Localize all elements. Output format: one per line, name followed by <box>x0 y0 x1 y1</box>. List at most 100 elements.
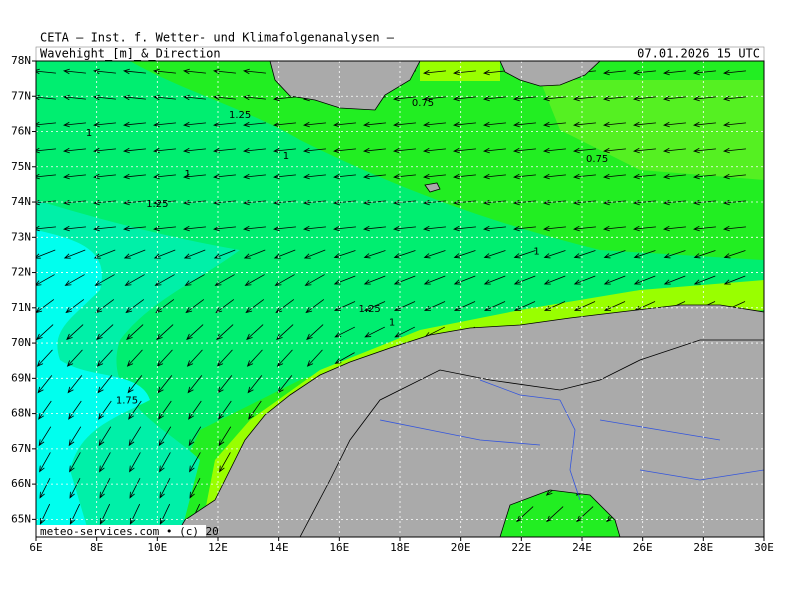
x-tick-label: 8E <box>90 541 103 554</box>
wave-arrow <box>243 68 266 75</box>
wave-arrow <box>603 173 626 180</box>
y-tick-label: 77N <box>11 89 31 102</box>
wave-arrow <box>156 324 174 341</box>
wave-arrow <box>393 275 416 285</box>
wave-arrow <box>364 326 386 338</box>
wave-arrow <box>723 95 746 102</box>
y-tick-label: 78N <box>11 54 31 67</box>
wave-arrow <box>125 299 145 314</box>
wave-arrow <box>453 250 476 259</box>
wave-arrow <box>573 121 596 128</box>
wave-arrow <box>573 95 596 102</box>
wave-arrow <box>63 199 86 206</box>
wave-arrow <box>218 400 232 420</box>
wave-arrow <box>363 275 386 285</box>
wave-band-175 <box>36 230 150 537</box>
rivers <box>379 379 764 501</box>
wave-arrow <box>99 478 111 499</box>
wave-arrow <box>186 324 204 341</box>
svalbard-east <box>499 61 601 87</box>
wave-arrow <box>123 173 146 180</box>
contour-labels: 0.75 1.25 1 0.75 1 1 1.25 1 1.25 1 1.75 <box>86 98 608 407</box>
wave-arrow <box>124 274 145 286</box>
wave-arrow <box>576 506 594 523</box>
wave-arrow <box>36 225 56 232</box>
wave-arrow <box>513 121 536 128</box>
wave-arrow <box>38 400 52 420</box>
wave-arrow <box>159 503 171 525</box>
wave-arrow <box>363 173 386 180</box>
wave-arrow <box>66 349 83 367</box>
wave-arrow <box>66 324 84 341</box>
wave-arrow <box>513 199 536 206</box>
wave-arrow <box>453 173 476 180</box>
wave-arrow <box>723 199 746 206</box>
wave-arrow <box>483 225 506 232</box>
y-tick-label: 76N <box>11 125 31 138</box>
wave-arrow <box>693 250 716 259</box>
wave-arrow <box>363 147 386 154</box>
wave-arrow <box>513 95 536 102</box>
bear-island <box>424 182 441 193</box>
wave-arrow <box>633 275 656 285</box>
wave-arrow <box>67 375 83 394</box>
wave-arrow <box>36 274 55 286</box>
y-tick-label: 67N <box>11 442 31 455</box>
wave-arrow <box>333 147 356 154</box>
wave-arrow <box>213 225 236 232</box>
wave-arrow <box>188 426 202 447</box>
wave-arrow <box>273 121 296 128</box>
wave-arrow <box>123 94 146 101</box>
y-tick-label: 68N <box>11 407 31 420</box>
wave-arrow <box>123 147 146 154</box>
x-tick-label: 28E <box>693 541 713 554</box>
wave-arrow <box>603 121 626 128</box>
wave-arrow <box>183 173 206 180</box>
svalbard <box>269 61 421 111</box>
wave-arrow <box>183 249 206 259</box>
wave-arrow <box>276 324 294 341</box>
wave-arrow <box>603 199 626 206</box>
wave-arrow <box>513 225 536 232</box>
wave-arrow <box>363 199 386 206</box>
wave-arrow <box>123 225 146 232</box>
wave-arrow <box>303 121 326 128</box>
wave-arrow <box>693 121 716 128</box>
wave-arrow <box>513 173 536 180</box>
wave-arrow <box>36 173 56 180</box>
wave-arrow <box>248 400 262 420</box>
wave-arrow <box>93 94 116 101</box>
wave-arrow <box>155 299 175 314</box>
wave-arrow <box>243 225 266 232</box>
wave-arrow <box>303 225 326 232</box>
wave-arrow <box>543 199 566 206</box>
x-tick-label: 16E <box>329 541 349 554</box>
wave-arrow <box>186 349 203 367</box>
wave-arrow <box>63 249 86 259</box>
wave-arrow <box>633 173 656 180</box>
wave-arrow <box>68 400 82 420</box>
wave-arrow <box>723 69 746 76</box>
wave-arrow <box>306 324 324 341</box>
wave-arrow <box>333 121 356 128</box>
contour-label: 1.25 <box>229 110 251 121</box>
wave-arrow <box>246 349 263 367</box>
y-tick-label: 75N <box>11 160 31 173</box>
wave-arrow <box>663 121 686 128</box>
wave-arrow <box>97 375 113 394</box>
y-tick-label: 74N <box>11 195 31 208</box>
y-tick-label: 70N <box>11 336 31 349</box>
wave-arrow <box>573 275 596 285</box>
wave-arrow <box>483 121 506 128</box>
wave-arrow <box>453 69 476 76</box>
wave-arrow <box>98 426 112 447</box>
wave-arrow <box>723 121 746 128</box>
wave-arrow <box>305 299 325 314</box>
wave-arrow <box>723 147 746 154</box>
wave-arrow <box>363 250 386 259</box>
wave-arrow <box>483 173 506 180</box>
wave-arrow <box>277 375 293 394</box>
wave-arrow <box>36 199 56 206</box>
wave-arrow <box>243 173 266 180</box>
